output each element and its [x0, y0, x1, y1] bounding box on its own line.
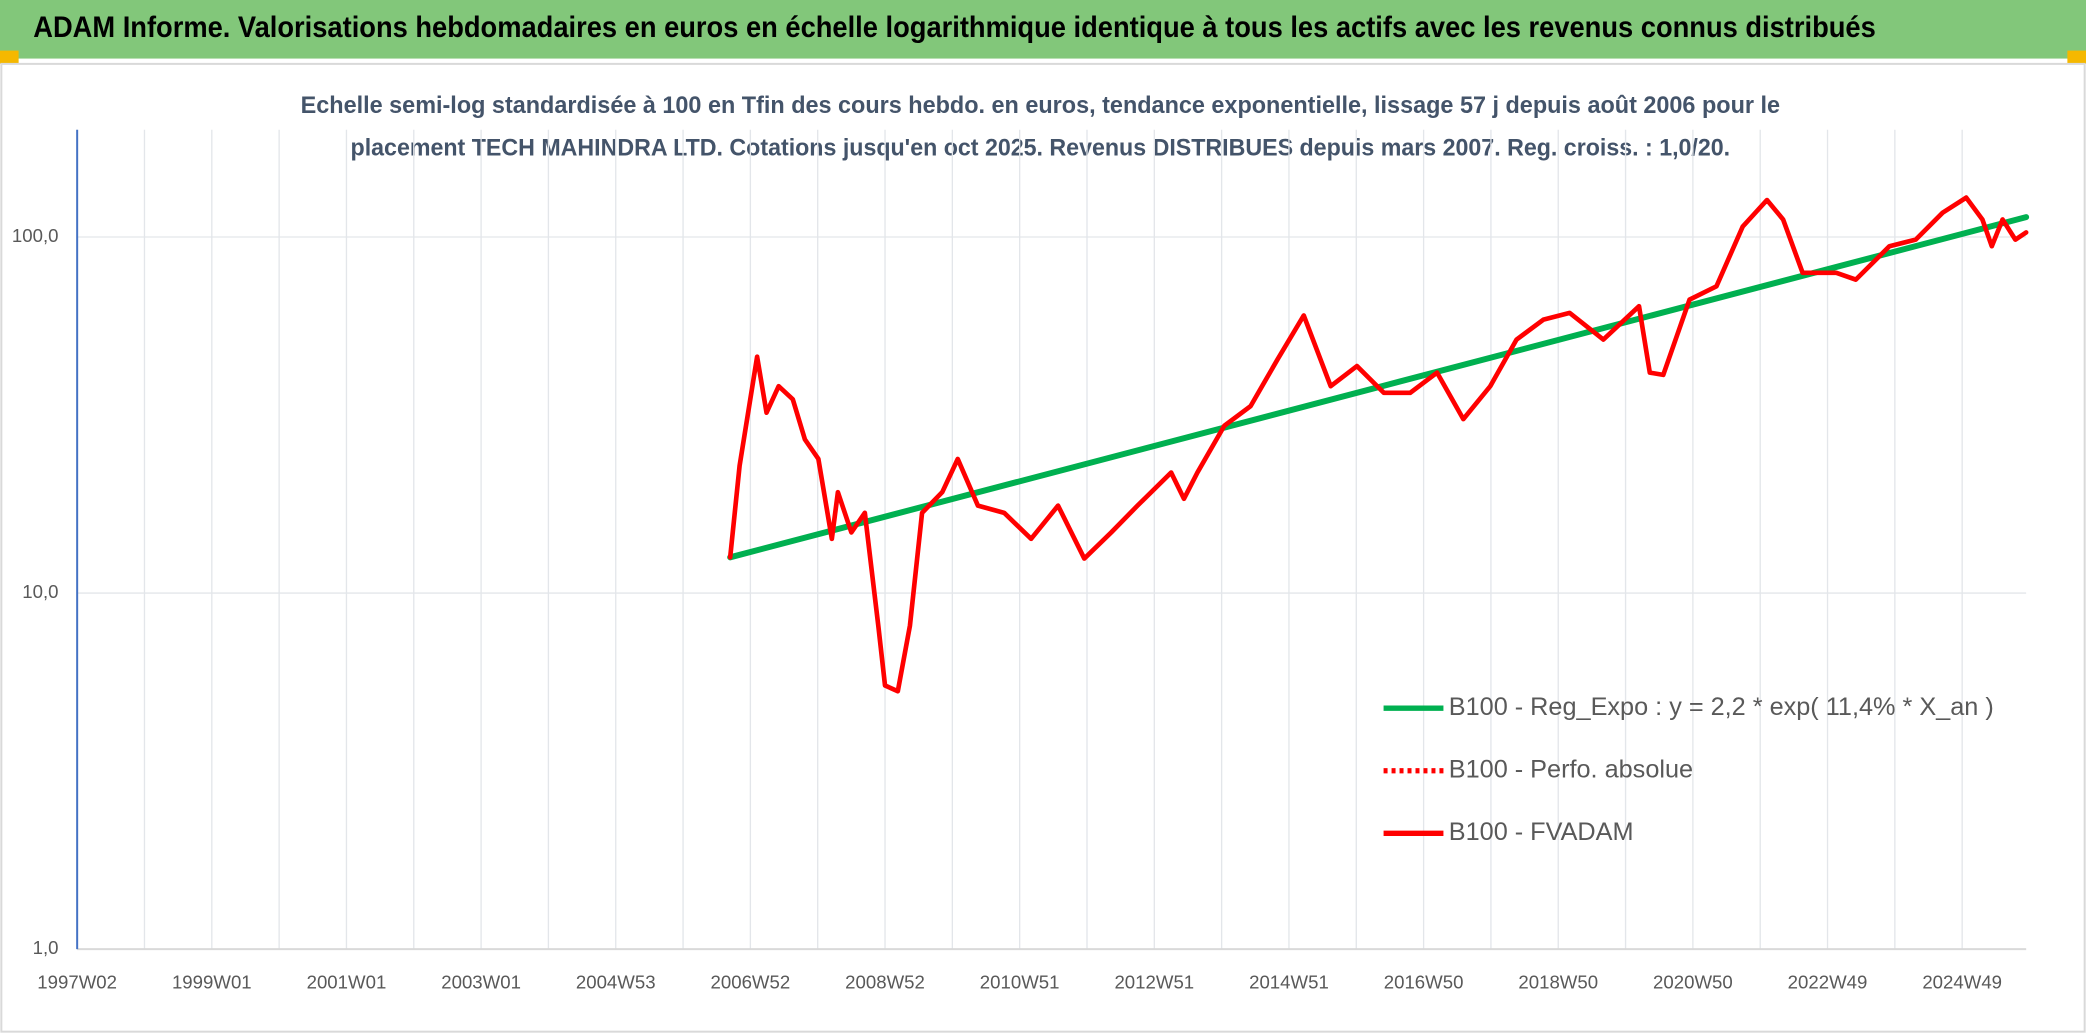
legend-label: B100 - FVADAM [1449, 818, 1634, 846]
y-tick-label: 10,0 [22, 581, 58, 602]
x-tick-label: 2008W52 [845, 972, 925, 993]
chart-title: ADAM Informe. Valorisations hebdomadaire… [33, 12, 1876, 44]
chart-subtitle: Echelle semi-log standardisée à 100 en T… [301, 92, 1780, 119]
x-tick-label: 2018W50 [1518, 972, 1598, 993]
x-tick-label: 1997W02 [37, 972, 117, 993]
legend-label: B100 - Reg_Expo : y = 2,2 * exp( 11,4% *… [1449, 693, 1994, 721]
series-line [727, 195, 2029, 694]
x-tick-label: 2004W53 [576, 972, 656, 993]
x-tick-label: 1999W01 [172, 972, 252, 993]
x-tick-label: 2012W51 [1114, 972, 1194, 993]
x-tick-label: 2006W52 [711, 972, 791, 993]
x-tick-label: 2024W49 [1922, 972, 2002, 993]
chart-frame [0, 62, 2086, 1033]
x-tick-label: 2003W01 [441, 972, 521, 993]
x-tick-label: 2020W50 [1653, 972, 1733, 993]
x-tick-label: 2001W01 [307, 972, 387, 993]
x-tick-label: 2016W50 [1384, 972, 1464, 993]
x-tick-label: 2022W49 [1788, 972, 1868, 993]
corner-mark [2067, 50, 2086, 64]
x-tick-label: 2010W51 [980, 972, 1060, 993]
y-tick-label: 1,0 [33, 937, 59, 958]
legend-label: B100 - Perfo. absolue [1449, 755, 1693, 783]
chart-subtitle: placement TECH MAHINDRA LTD. Cotations j… [351, 134, 1731, 161]
y-tick-label: 100,0 [12, 225, 59, 246]
corner-mark [0, 50, 19, 64]
x-tick-label: 2014W51 [1249, 972, 1329, 993]
header-bar [0, 0, 2086, 59]
